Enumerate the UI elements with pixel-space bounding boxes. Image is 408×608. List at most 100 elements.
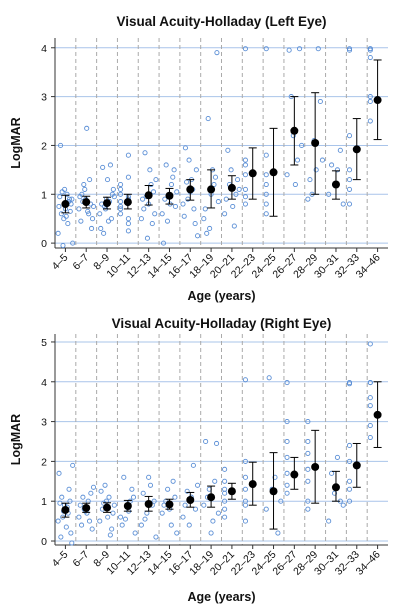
data-point xyxy=(159,510,165,516)
data-point xyxy=(58,142,64,148)
data-point xyxy=(192,506,199,512)
data-point xyxy=(346,442,353,449)
data-point xyxy=(98,225,104,232)
data-point xyxy=(181,213,187,219)
mean-marker xyxy=(352,461,361,470)
data-point xyxy=(76,514,82,520)
data-point xyxy=(182,145,188,151)
data-point xyxy=(263,506,269,512)
data-point xyxy=(64,191,70,197)
data-point xyxy=(367,423,373,429)
data-point xyxy=(89,526,95,532)
data-point xyxy=(296,46,303,52)
data-point xyxy=(118,203,124,210)
data-point xyxy=(305,478,311,484)
mean-marker xyxy=(248,169,257,178)
data-point xyxy=(211,181,217,188)
data-point xyxy=(121,474,127,480)
mean-marker xyxy=(61,505,70,514)
data-point xyxy=(236,186,242,192)
data-point xyxy=(119,522,125,528)
data-point xyxy=(242,377,248,383)
data-point xyxy=(203,438,209,445)
x-tick-label: 4–5 xyxy=(50,252,71,273)
data-point xyxy=(125,216,131,222)
y-tick-label: 3 xyxy=(41,417,47,429)
data-point xyxy=(299,142,305,148)
x-axis-title: Age (years) xyxy=(187,289,255,303)
data-point xyxy=(326,518,332,524)
data-point xyxy=(210,518,216,524)
data-point xyxy=(242,194,248,200)
data-point xyxy=(62,186,68,192)
data-point xyxy=(168,522,174,528)
data-point xyxy=(367,341,373,347)
data-point xyxy=(326,191,332,197)
data-point xyxy=(263,211,269,217)
data-point xyxy=(337,147,343,153)
data-point xyxy=(284,438,290,445)
y-tick-label: 5 xyxy=(41,337,47,349)
mean-marker xyxy=(103,503,112,512)
data-point xyxy=(190,462,196,468)
data-point xyxy=(151,498,157,504)
data-point xyxy=(222,466,228,472)
data-point xyxy=(87,177,93,183)
data-point xyxy=(118,206,124,212)
data-point xyxy=(367,403,373,409)
data-point xyxy=(223,196,229,202)
data-point xyxy=(86,518,93,524)
y-tick-label: 2 xyxy=(41,456,47,468)
data-point xyxy=(90,203,97,210)
data-point xyxy=(242,458,248,464)
data-point xyxy=(70,240,76,246)
data-point xyxy=(230,203,236,210)
data-point xyxy=(215,199,221,205)
data-point xyxy=(56,470,62,476)
data-point xyxy=(242,502,248,508)
data-point xyxy=(65,221,71,227)
data-point xyxy=(305,419,311,425)
x-tick-label: 34–46 xyxy=(354,549,383,578)
data-point xyxy=(104,177,111,183)
data-point xyxy=(367,380,373,386)
data-point xyxy=(103,498,109,504)
data-point xyxy=(152,211,158,217)
data-point xyxy=(214,50,220,56)
data-point xyxy=(195,482,201,488)
data-point xyxy=(153,177,159,183)
data-point xyxy=(118,199,124,205)
mean-marker xyxy=(269,487,278,496)
data-point xyxy=(97,211,103,217)
data-point xyxy=(294,157,301,163)
x-tick-label: 6–7 xyxy=(70,252,91,273)
data-point xyxy=(233,191,239,197)
mean-marker xyxy=(165,191,174,200)
data-point xyxy=(184,179,190,185)
data-point xyxy=(66,196,72,202)
data-point xyxy=(67,498,73,504)
data-point xyxy=(275,530,281,536)
data-point xyxy=(147,482,154,488)
data-point xyxy=(263,46,269,52)
data-point xyxy=(100,164,106,170)
data-point xyxy=(110,510,116,516)
y-tick-label: 1 xyxy=(41,496,47,508)
data-point xyxy=(140,196,146,202)
data-point xyxy=(102,482,108,488)
data-point xyxy=(130,494,137,500)
mean-marker xyxy=(331,483,340,492)
data-point xyxy=(272,474,278,480)
data-point xyxy=(263,181,269,188)
data-point xyxy=(201,502,207,508)
data-point xyxy=(222,514,228,520)
data-point xyxy=(367,47,373,53)
data-point xyxy=(242,474,248,480)
data-point xyxy=(107,532,113,538)
data-point xyxy=(263,201,269,207)
data-point xyxy=(63,524,69,530)
data-point xyxy=(142,150,148,156)
data-point xyxy=(118,186,124,192)
data-point xyxy=(201,216,207,222)
data-point xyxy=(101,230,107,236)
